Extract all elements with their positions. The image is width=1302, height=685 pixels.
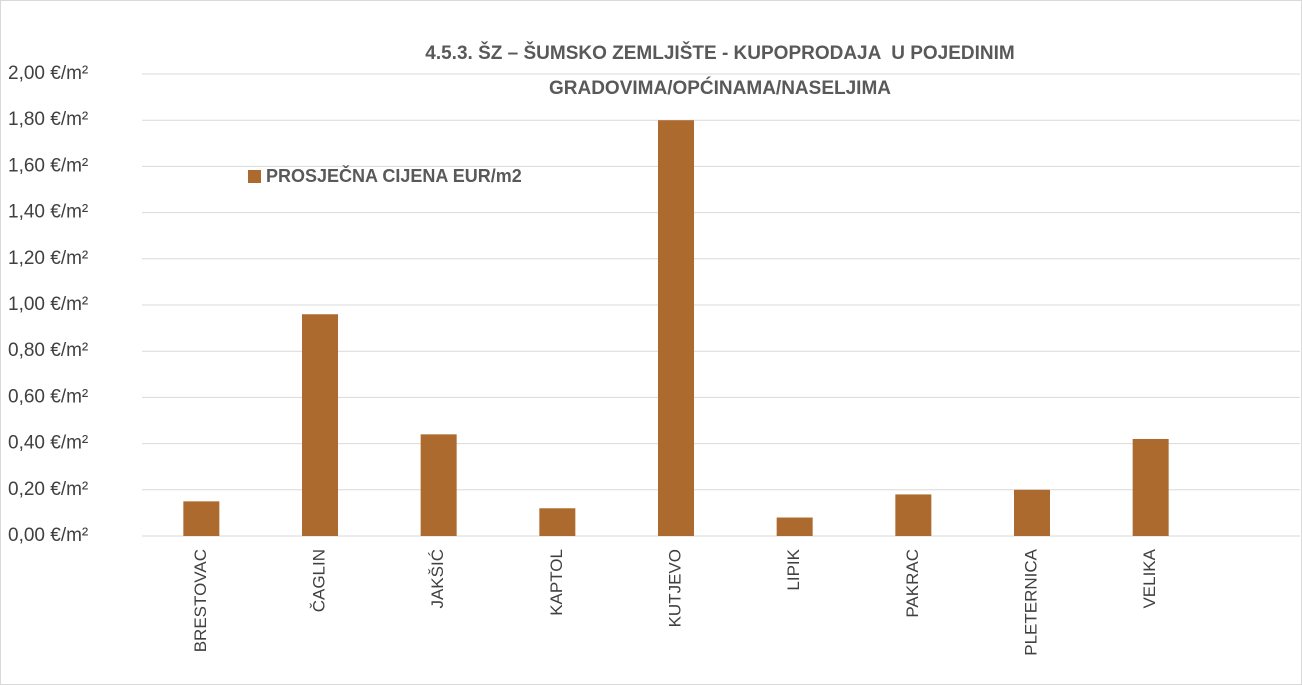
bar <box>1014 489 1050 536</box>
bar <box>776 517 813 536</box>
y-tick-label: 1,60 €/m² <box>8 155 88 176</box>
y-tick-label: 1,00 €/m² <box>8 294 88 315</box>
bar <box>895 494 932 536</box>
y-tick-label: 2,00 €/m² <box>8 63 88 84</box>
x-tick-label: LIPIK <box>784 548 803 590</box>
legend-swatch <box>248 170 261 183</box>
x-tick-label: BRESTOVAC <box>191 549 210 652</box>
y-tick-label: 1,40 €/m² <box>8 202 88 223</box>
bar <box>1132 438 1169 536</box>
y-tick-label: 1,20 €/m² <box>8 248 88 269</box>
chart-title: GRADOVIMA/OPĆINAMA/NASELJIMA <box>549 77 891 99</box>
x-tick-label: PAKRAC <box>903 549 922 618</box>
y-tick-label: 0,00 €/m² <box>8 525 88 546</box>
bar <box>420 434 457 536</box>
y-tick-label: 0,40 €/m² <box>8 433 88 454</box>
bar <box>183 501 220 536</box>
y-tick-label: 0,80 €/m² <box>8 340 88 361</box>
bar <box>539 508 576 536</box>
chart-title: 4.5.3. ŠZ – ŠUMSKO ZEMLJIŠTE - KUPOPRODA… <box>425 42 1014 64</box>
y-tick-label: 1,80 €/m² <box>8 109 88 130</box>
x-tick-label: ČAGLIN <box>309 549 328 612</box>
legend-label: PROSJEČNA CIJENA EUR/m2 <box>266 165 522 186</box>
x-tick-label: JAKŠIĆ <box>428 549 447 609</box>
y-tick-label: 0,20 €/m² <box>8 479 88 500</box>
x-tick-label: KUTJEVO <box>665 549 684 627</box>
bar <box>302 314 338 536</box>
bar <box>658 120 694 536</box>
y-tick-label: 0,60 €/m² <box>8 386 88 407</box>
x-tick-label: VELIKA <box>1140 548 1159 608</box>
x-tick-label: PLETERNICA <box>1021 548 1040 655</box>
x-tick-label: KAPTOL <box>547 549 566 616</box>
